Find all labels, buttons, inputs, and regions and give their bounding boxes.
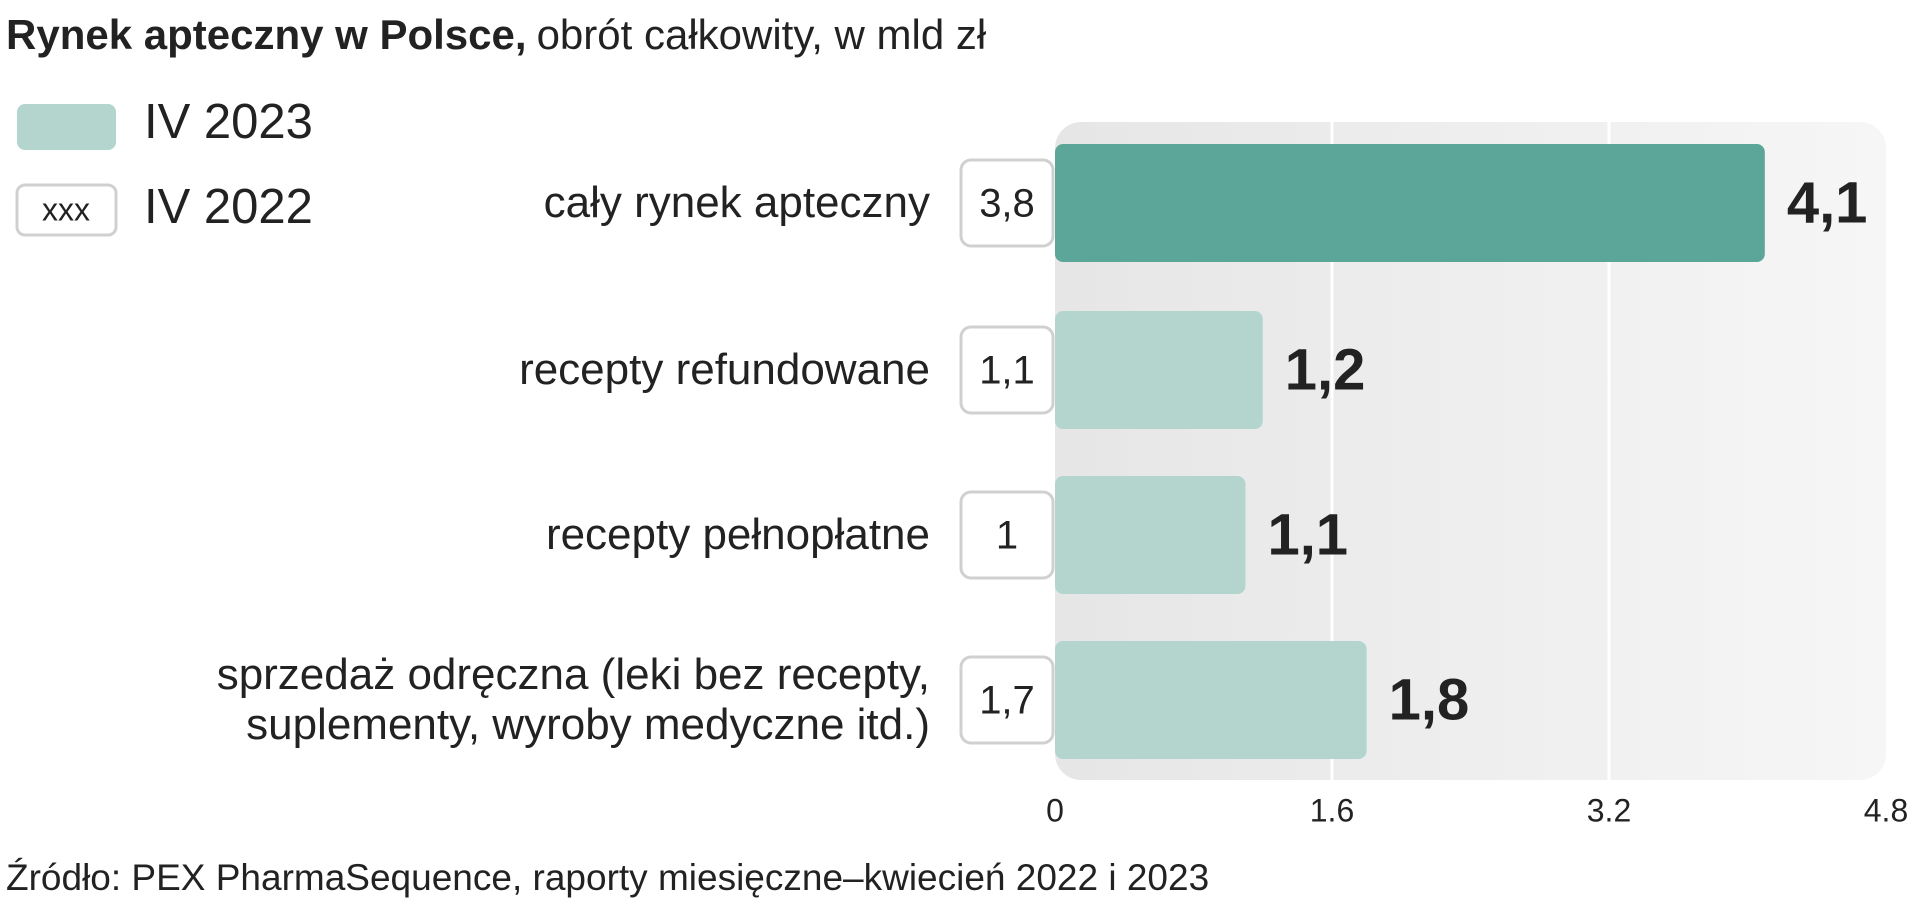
prev-value-box bbox=[959, 490, 1055, 580]
value-label: 4,1 bbox=[1787, 170, 1868, 235]
prev-value-label: 1,1 bbox=[979, 349, 1035, 393]
x-tick-label: 1.6 bbox=[1310, 792, 1354, 828]
chart-title-group: Rynek apteczny w Polsce, obrót całkowity,… bbox=[6, 11, 987, 58]
value-label: 1,8 bbox=[1389, 667, 1470, 732]
legend-swatch bbox=[17, 104, 116, 150]
bar bbox=[1055, 144, 1765, 262]
source: Źródło: PEX PharmaSequence, raporty mies… bbox=[6, 857, 1209, 898]
prev-value-box bbox=[959, 655, 1055, 745]
legend-label: IV 2022 bbox=[144, 180, 313, 234]
legend-swatch bbox=[15, 183, 118, 237]
legend-sample: xxx bbox=[42, 191, 90, 227]
category-label: cały rynek apteczny bbox=[543, 178, 930, 227]
value-label: 1,1 bbox=[1267, 502, 1348, 567]
prev-value-label: 3,8 bbox=[979, 182, 1035, 226]
x-tick-label: 3.2 bbox=[1587, 792, 1631, 828]
prev-value-label: 1 bbox=[996, 514, 1018, 558]
bar bbox=[1055, 476, 1246, 594]
bar bbox=[1055, 311, 1263, 429]
bar bbox=[1055, 641, 1367, 759]
category-label: recepty refundowane bbox=[519, 345, 930, 394]
prev-value-label: 1,7 bbox=[979, 679, 1035, 723]
chart-title: Rynek apteczny w Polsce, bbox=[6, 11, 527, 58]
prev-value-box bbox=[959, 158, 1055, 248]
x-tick-label: 4.8 bbox=[1864, 792, 1908, 828]
value-label: 1,2 bbox=[1285, 337, 1366, 402]
category-label: sprzedaż odręczna (leki bez recepty, sup… bbox=[216, 650, 930, 749]
chart-subtitle: obrót całkowity, w mld zł bbox=[537, 11, 987, 58]
prev-value-box bbox=[959, 325, 1055, 415]
x-tick-label: 0 bbox=[1046, 792, 1064, 828]
category-label: recepty pełnopłatne bbox=[545, 510, 930, 559]
plot-panel bbox=[1055, 122, 1886, 780]
legend-label: IV 2023 bbox=[144, 95, 313, 149]
